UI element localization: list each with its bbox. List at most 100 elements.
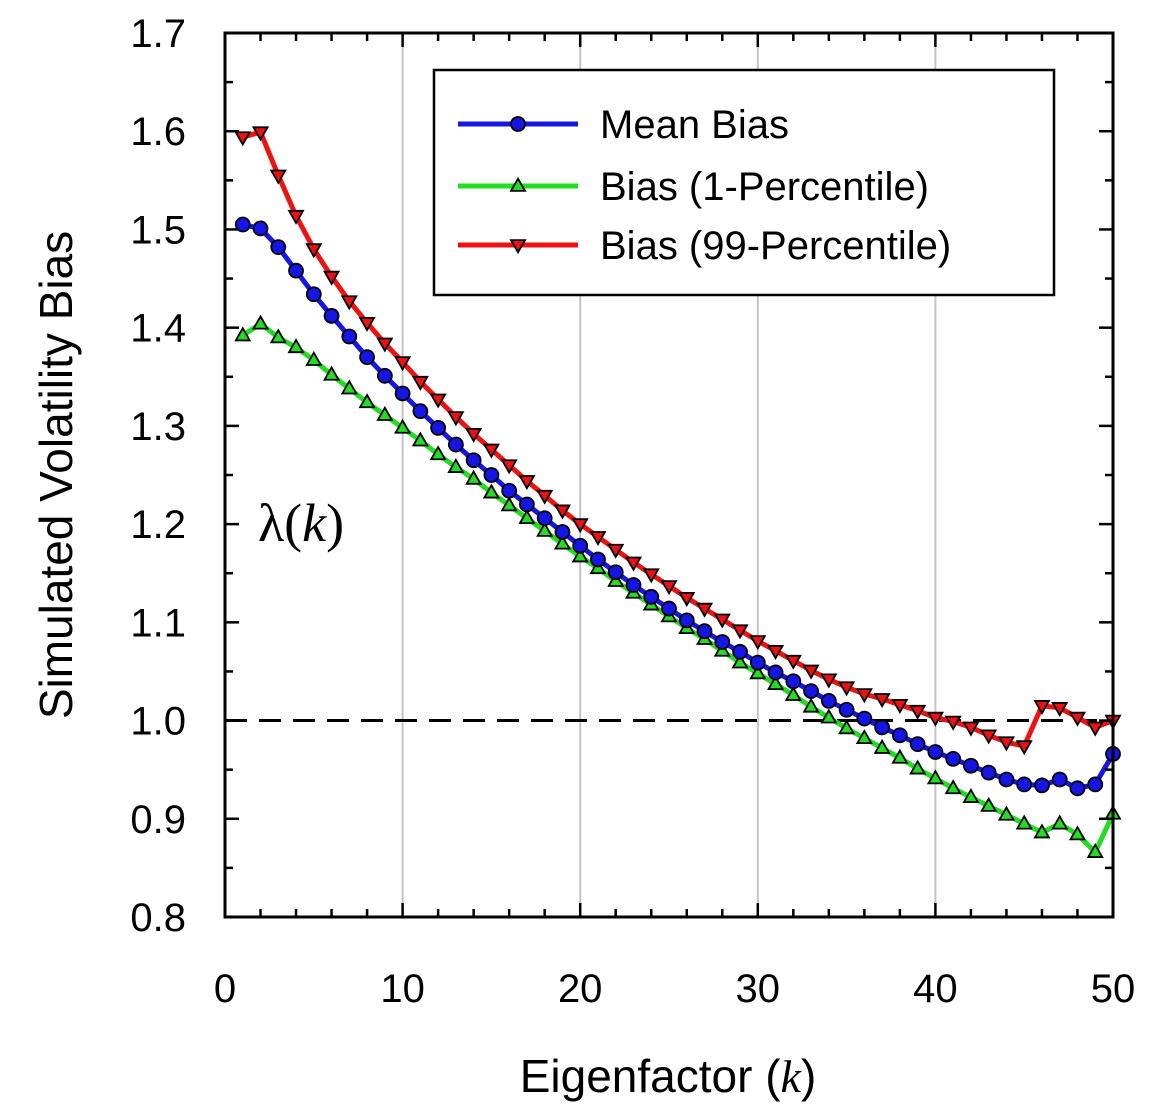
data-point <box>997 736 1015 752</box>
data-point <box>340 379 358 395</box>
data-point <box>251 126 270 142</box>
legend-label: Bias (99-Percentile) <box>600 224 951 268</box>
data-point <box>784 654 802 670</box>
data-point <box>926 769 944 785</box>
data-point <box>749 654 766 671</box>
data-point <box>305 243 323 259</box>
series-2 <box>234 126 1122 756</box>
y-tick-label: 1.3 <box>130 405 186 449</box>
legend-label: Bias (1-Percentile) <box>600 165 929 209</box>
data-point <box>554 524 571 540</box>
y-tick-label: 0.8 <box>130 896 186 940</box>
data-point <box>944 779 962 795</box>
data-point <box>1034 777 1050 794</box>
x-tick-label: 40 <box>913 967 958 1011</box>
legend-marker <box>510 116 526 132</box>
y-tick-label: 1.5 <box>130 208 186 252</box>
data-point <box>501 482 518 499</box>
x-tick-label: 30 <box>736 967 781 1011</box>
data-point <box>394 356 412 372</box>
data-point <box>820 673 838 689</box>
y-tick-label: 0.9 <box>130 798 186 842</box>
data-point <box>891 727 908 744</box>
data-point <box>1051 701 1069 717</box>
data-point <box>838 681 856 697</box>
legend-label: Mean Bias <box>600 103 789 147</box>
data-point <box>376 337 394 353</box>
data-point <box>447 411 465 427</box>
data-point <box>358 316 376 332</box>
data-point <box>412 403 429 420</box>
data-point <box>963 757 979 774</box>
data-point <box>926 711 944 727</box>
data-point <box>732 643 748 660</box>
x-tick-label: 50 <box>1091 967 1136 1011</box>
data-point <box>1086 843 1104 858</box>
data-point <box>661 600 677 617</box>
data-point <box>625 577 642 593</box>
data-point <box>1068 711 1087 727</box>
data-point <box>411 431 429 447</box>
data-point <box>1069 780 1086 797</box>
data-point <box>536 521 554 537</box>
data-point <box>643 588 660 605</box>
data-point <box>1015 814 1033 830</box>
data-point <box>784 685 802 701</box>
data-point <box>1016 776 1033 793</box>
data-point <box>714 634 731 650</box>
series-layer <box>234 126 1122 858</box>
data-point <box>465 427 483 443</box>
data-point <box>429 445 447 461</box>
data-point <box>287 338 305 354</box>
data-point <box>447 457 465 473</box>
data-point <box>749 664 767 680</box>
y-tick-label: 1.7 <box>130 12 186 56</box>
data-point <box>856 710 873 727</box>
data-point <box>323 365 341 381</box>
legend-marker <box>509 176 527 192</box>
data-point <box>500 459 518 475</box>
data-point <box>518 475 536 491</box>
y-tick-label: 1.6 <box>130 110 186 154</box>
data-point <box>607 564 624 581</box>
data-point <box>785 673 802 690</box>
data-point <box>962 788 980 803</box>
lambda-annotation: λ(k) <box>258 493 344 553</box>
data-point <box>376 367 393 384</box>
data-point <box>287 209 305 225</box>
data-point <box>323 307 340 324</box>
x-tick-labels: 0 10 20 30 40 50 <box>214 967 1135 1011</box>
data-point <box>288 262 304 279</box>
data-point <box>624 556 643 572</box>
data-point <box>536 489 554 505</box>
data-point <box>945 750 962 767</box>
data-point <box>891 699 909 715</box>
data-point <box>465 469 483 485</box>
data-point <box>447 436 464 453</box>
data-point <box>803 683 819 699</box>
data-point <box>394 385 411 402</box>
data-point <box>607 543 625 559</box>
data-point <box>341 328 358 345</box>
data-point <box>234 326 252 342</box>
data-point <box>519 496 535 513</box>
data-point <box>980 796 998 812</box>
data-point <box>251 314 270 330</box>
y-tick-label: 1.2 <box>130 503 186 547</box>
data-point <box>820 693 837 709</box>
data-point <box>411 375 429 391</box>
data-point <box>696 623 713 640</box>
y-tick-label: 1.0 <box>130 700 186 744</box>
data-point <box>553 504 571 520</box>
data-point <box>909 759 927 775</box>
data-point <box>394 418 412 434</box>
data-point <box>838 719 856 735</box>
data-point <box>234 216 251 233</box>
data-point <box>429 393 447 409</box>
data-point <box>305 286 322 303</box>
series-0 <box>234 216 1121 797</box>
data-point <box>909 736 926 753</box>
x-tick-label: 10 <box>380 967 425 1011</box>
data-point <box>642 568 660 584</box>
data-point <box>376 405 394 421</box>
